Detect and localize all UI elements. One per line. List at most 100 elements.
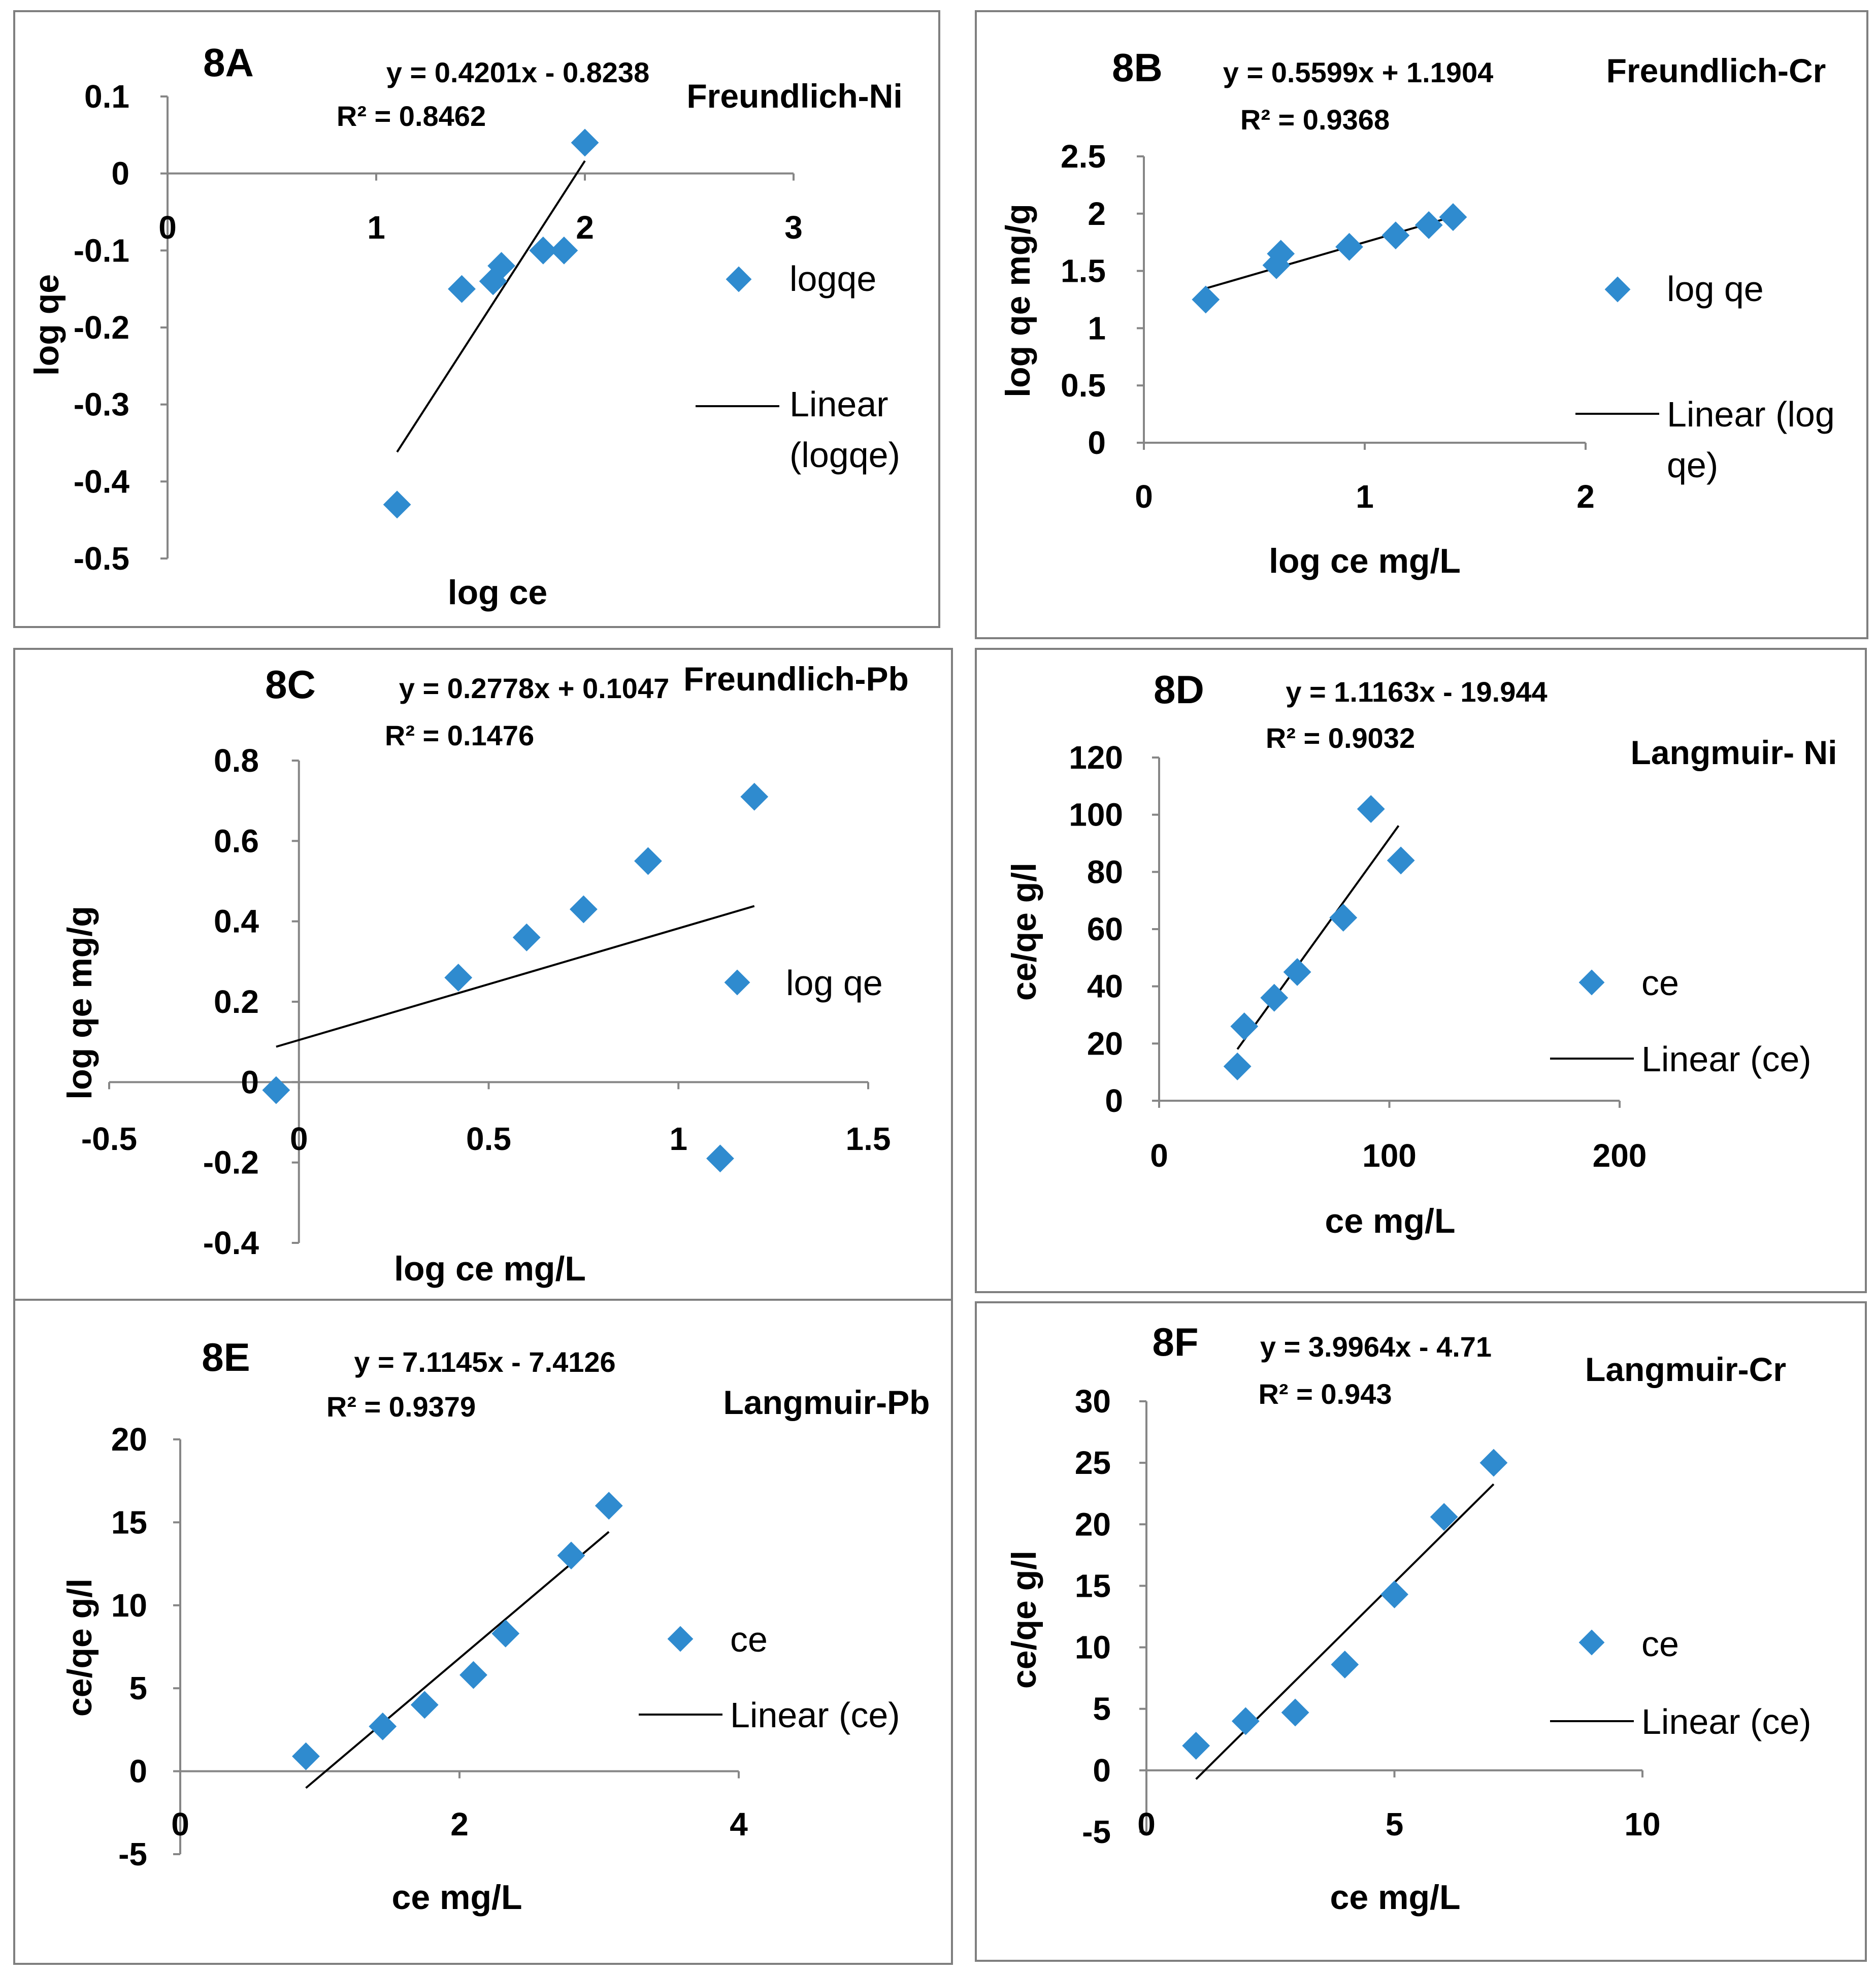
data-point xyxy=(1260,983,1289,1012)
data-point xyxy=(1380,1580,1408,1608)
y-tick-label: 80 xyxy=(1087,853,1123,890)
y-axis-title: ce/qe g/l xyxy=(1005,1551,1043,1689)
trendline xyxy=(276,905,755,1048)
r-squared: R² = 0.8462 xyxy=(337,100,486,132)
y-tick-label: 10 xyxy=(1075,1629,1111,1666)
data-point xyxy=(1231,1707,1260,1735)
y-tick-label: 60 xyxy=(1087,911,1123,947)
data-point xyxy=(571,128,599,157)
legend-series-label: ce xyxy=(730,1620,768,1659)
x-tick-label: 2 xyxy=(1576,478,1595,515)
data-point xyxy=(448,275,476,303)
data-point xyxy=(262,1076,290,1104)
y-tick-label: 2 xyxy=(1088,195,1106,232)
y-tick-label: 0.6 xyxy=(214,822,259,859)
legend-linear-label: Linear xyxy=(789,384,888,424)
panel-label: 8A xyxy=(203,40,254,85)
y-tick-label: 1 xyxy=(1088,310,1106,346)
data-point xyxy=(1479,1449,1508,1477)
y-tick-label: 15 xyxy=(1075,1567,1111,1604)
x-axis-title: log ce mg/L xyxy=(1269,542,1461,580)
legend-series-label: log qe xyxy=(786,963,883,1003)
trendline xyxy=(1205,215,1454,289)
y-tick-label: 0.5 xyxy=(1061,367,1106,404)
y-tick-label: 0 xyxy=(1093,1752,1111,1789)
data-point xyxy=(410,1691,439,1719)
data-point xyxy=(595,1492,623,1520)
y-tick-label: 5 xyxy=(129,1670,147,1706)
data-point xyxy=(1331,1651,1359,1679)
x-tick-label: 200 xyxy=(1593,1137,1647,1174)
legend-marker xyxy=(726,266,752,292)
chart-title: Freundlich-Pb xyxy=(683,660,909,698)
x-tick-label: 1 xyxy=(1356,478,1374,515)
r-squared: R² = 0.9368 xyxy=(1240,104,1390,136)
y-tick-label: -5 xyxy=(118,1836,147,1872)
y-tick-label: -0.1 xyxy=(74,232,129,269)
data-point xyxy=(1381,221,1410,250)
y-tick-label: 40 xyxy=(1087,968,1123,1005)
x-tick-label: 1 xyxy=(367,209,385,246)
r-squared: R² = 0.1476 xyxy=(385,719,534,751)
data-point xyxy=(550,236,578,265)
y-axis-title: ce/qe g/l xyxy=(60,1578,99,1717)
data-point xyxy=(491,1619,520,1648)
y-tick-label: 15 xyxy=(111,1504,147,1540)
data-point xyxy=(512,923,541,951)
y-tick-label: 100 xyxy=(1069,797,1123,833)
data-point xyxy=(740,782,769,811)
data-point xyxy=(529,236,557,265)
y-tick-label: 5 xyxy=(1093,1691,1111,1727)
y-tick-label: 0.8 xyxy=(214,742,259,779)
x-tick-label: 0 xyxy=(1137,1806,1156,1843)
x-tick-label: 10 xyxy=(1624,1806,1660,1843)
legend-linear-label: qe) xyxy=(1667,445,1718,485)
y-tick-label: 0 xyxy=(129,1753,147,1790)
regression-equation: y = 0.4201x - 0.8238 xyxy=(386,56,649,88)
legend-series-label: log qe xyxy=(1667,269,1764,309)
y-tick-label: 0.4 xyxy=(214,903,259,940)
data-point xyxy=(1283,958,1311,986)
x-axis-title: ce mg/L xyxy=(1325,1202,1456,1240)
y-tick-label: 25 xyxy=(1075,1444,1111,1481)
legend-marker xyxy=(724,969,750,996)
trendline xyxy=(396,160,586,453)
y-tick-label: -0.5 xyxy=(74,540,129,577)
x-tick-label: 1.5 xyxy=(846,1121,891,1157)
data-point xyxy=(634,847,662,875)
chart-title: Langmuir-Cr xyxy=(1585,1351,1786,1388)
y-tick-label: 0 xyxy=(1105,1082,1123,1119)
x-tick-label: 0 xyxy=(1135,478,1153,515)
data-point xyxy=(706,1144,734,1173)
legend-linear-label: Linear (ce) xyxy=(730,1695,900,1735)
legend-marker xyxy=(667,1626,694,1652)
data-point xyxy=(1192,285,1220,314)
data-point xyxy=(292,1742,320,1770)
data-point xyxy=(1357,795,1385,823)
data-point xyxy=(1281,1698,1309,1727)
legend-series-label: ce xyxy=(1641,1624,1679,1664)
r-squared: R² = 0.943 xyxy=(1258,1378,1392,1410)
x-tick-label: 0.5 xyxy=(466,1121,511,1157)
y-tick-label: 0 xyxy=(1088,424,1106,461)
y-tick-label: 20 xyxy=(1087,1025,1123,1062)
y-tick-label: 0 xyxy=(241,1064,259,1100)
legend-series-label: ce xyxy=(1641,963,1679,1003)
y-tick-label: 0.1 xyxy=(84,78,129,115)
data-point xyxy=(1223,1052,1252,1080)
panel-8f: 30 25 20 15 10 5 0 -5 0 5 10 8F y = 3.9964x - 4.71 R²… xyxy=(975,1301,1867,1962)
chart-title: Langmuir-Pb xyxy=(723,1384,930,1421)
data-point xyxy=(487,252,516,280)
legend-linear-label: (logqe) xyxy=(789,435,900,475)
x-tick-label: 0 xyxy=(158,209,177,246)
legend-marker xyxy=(1578,1629,1605,1656)
y-tick-label: -0.3 xyxy=(74,386,129,423)
y-tick-label: -0.4 xyxy=(74,463,130,500)
data-point xyxy=(557,1541,585,1570)
chart-title: Freundlich-Cr xyxy=(1606,52,1826,89)
x-tick-label: 2 xyxy=(576,209,594,246)
panel-frame xyxy=(975,1301,1867,1962)
data-point xyxy=(1182,1731,1210,1760)
panel-frame xyxy=(975,10,1868,639)
